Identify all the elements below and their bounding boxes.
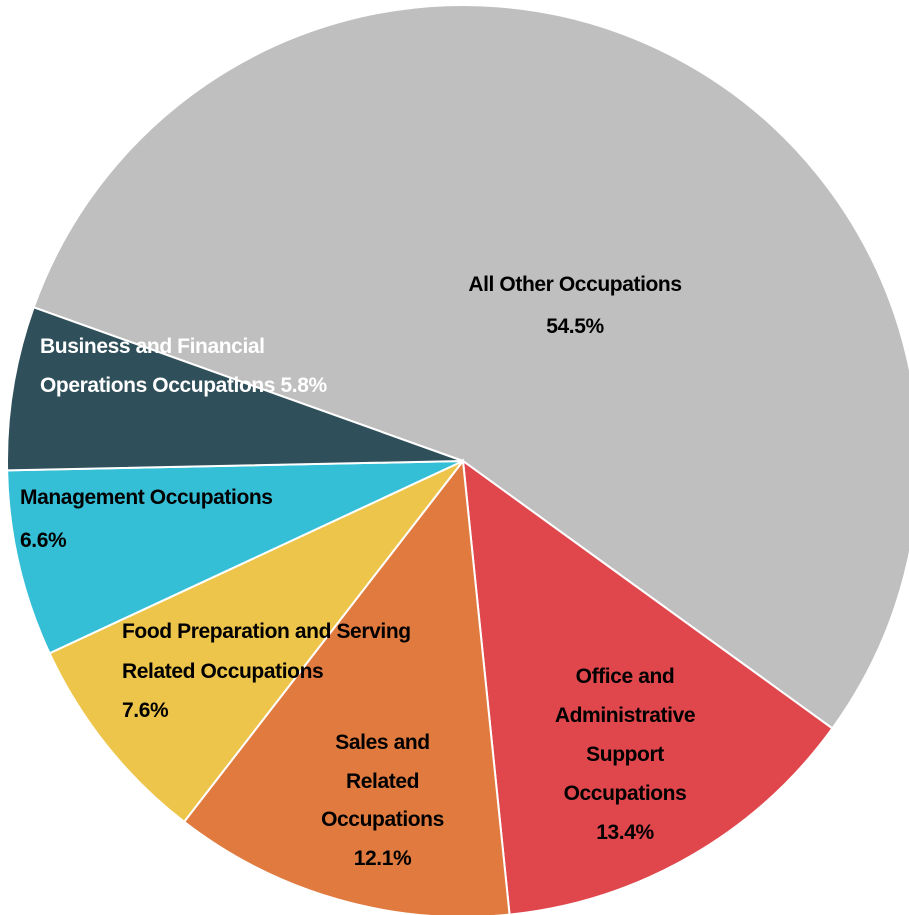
value-label: 6.6% (20, 529, 67, 552)
category-label: Management Occupations (20, 486, 273, 509)
pie-slice (6, 460, 464, 655)
pie-slice (182, 458, 511, 915)
value-label: 13.4% (596, 821, 654, 844)
value-label: 54.5% (546, 315, 604, 338)
slice-label: All Other Occupations 54.5% (400, 264, 750, 348)
value-label: 7.6% (122, 699, 169, 722)
value-label: 5.8% (280, 374, 328, 397)
category-label: Sales and Related Occupations (321, 731, 444, 831)
pie-slice (32, 4, 909, 730)
category-label: Business and Financial Operations Occupa… (40, 335, 276, 397)
category-label: All Other Occupations (468, 273, 682, 296)
pie-slice (461, 458, 834, 915)
value-label: 12.1% (353, 846, 412, 870)
category-label: Office and Administrative Support Occupa… (554, 665, 696, 805)
pie-slice (6, 306, 464, 472)
category-label: Food Preparation and Serving Related Occ… (122, 620, 411, 683)
pie-slice (48, 460, 464, 824)
slice-label: Food Preparation and Serving Related Occ… (122, 612, 417, 731)
slice-label: Business and Financial Operations Occupa… (40, 327, 350, 405)
slice-label: Office and Administrative Support Occupa… (530, 657, 720, 852)
slice-label: Sales and Related Occupations 12.1% (305, 724, 460, 878)
slice-label: Management Occupations 6.6% (20, 476, 390, 562)
